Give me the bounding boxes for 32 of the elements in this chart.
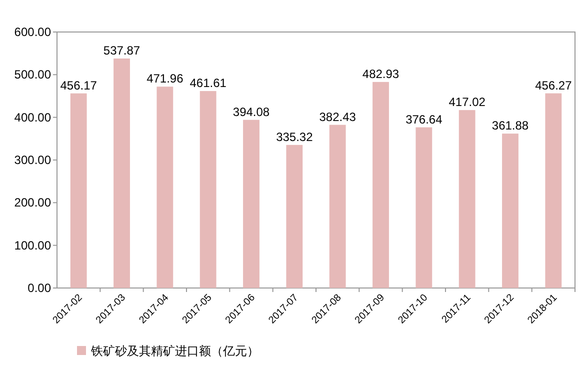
data-label: 361.88 [492, 118, 529, 133]
data-label: 382.43 [319, 110, 356, 124]
bar [458, 110, 476, 288]
y-tick-label: 400.00 [14, 110, 52, 124]
bar [156, 86, 174, 288]
bar [545, 93, 562, 288]
data-label: 482.93 [362, 66, 400, 81]
y-tick-label: 200.00 [14, 196, 52, 210]
data-label: 417.02 [448, 95, 486, 110]
bar [114, 58, 130, 288]
y-tick-label: 300.00 [14, 153, 52, 167]
bar [70, 93, 87, 288]
bar [200, 91, 216, 288]
bar [372, 82, 389, 288]
data-label: 335.32 [276, 130, 314, 144]
legend-label: 铁矿砂及其精矿进口额（亿元） [90, 344, 259, 358]
bar [502, 134, 518, 288]
bar [329, 124, 346, 288]
data-label: 471.96 [146, 72, 184, 86]
data-label: 394.08 [232, 104, 270, 119]
data-label: 376.64 [406, 112, 443, 126]
bar [243, 120, 260, 288]
y-tick-label: 0.00 [28, 281, 52, 295]
bar [286, 144, 303, 288]
y-tick-label: 100.00 [14, 238, 52, 252]
data-label: 456.27 [535, 78, 572, 92]
data-label: 537.87 [103, 44, 140, 58]
y-tick-label: 600.00 [14, 25, 52, 39]
data-label: 461.61 [190, 76, 227, 90]
bar [416, 127, 432, 288]
y-tick-label: 500.00 [14, 68, 52, 82]
data-label: 456.17 [60, 78, 98, 92]
